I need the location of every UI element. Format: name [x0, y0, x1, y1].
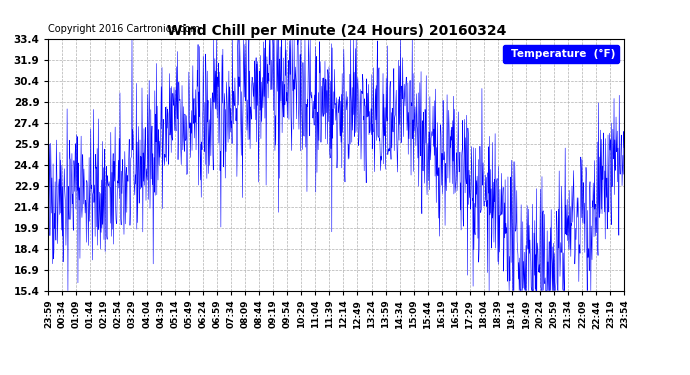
Legend: Temperature  (°F): Temperature (°F): [504, 45, 619, 63]
Text: Copyright 2016 Cartronics.com: Copyright 2016 Cartronics.com: [48, 24, 200, 34]
Title: Wind Chill per Minute (24 Hours) 20160324: Wind Chill per Minute (24 Hours) 2016032…: [167, 24, 506, 38]
